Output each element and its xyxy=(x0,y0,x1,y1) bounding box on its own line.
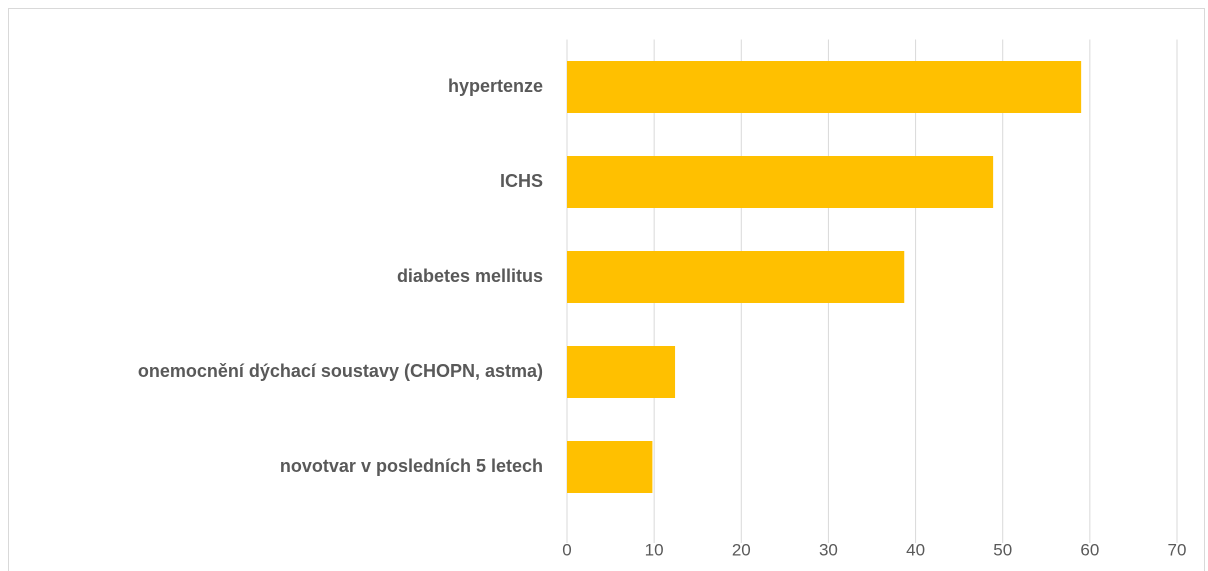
y-tick-label: novotvar v posledních 5 letech xyxy=(280,456,543,476)
y-tick-label: diabetes mellitus xyxy=(397,266,543,286)
y-tick-label: hypertenze xyxy=(448,76,543,96)
x-tick-label: 70 xyxy=(1168,540,1187,559)
bar xyxy=(567,61,1082,113)
x-tick-label: 0 xyxy=(562,540,571,559)
y-tick-label: ICHS xyxy=(500,171,543,191)
bar xyxy=(567,156,994,208)
x-tick-label: 60 xyxy=(1080,540,1099,559)
y-tick-label: onemocnění dýchací soustavy (CHOPN, astm… xyxy=(138,361,543,381)
x-tick-label: 20 xyxy=(732,540,751,559)
x-tick-label: 30 xyxy=(819,540,838,559)
bar xyxy=(567,251,905,303)
x-tick-label: 10 xyxy=(645,540,664,559)
x-tick-label: 50 xyxy=(993,540,1012,559)
bar xyxy=(567,441,653,493)
bar xyxy=(567,346,676,398)
x-tick-label: 40 xyxy=(906,540,925,559)
